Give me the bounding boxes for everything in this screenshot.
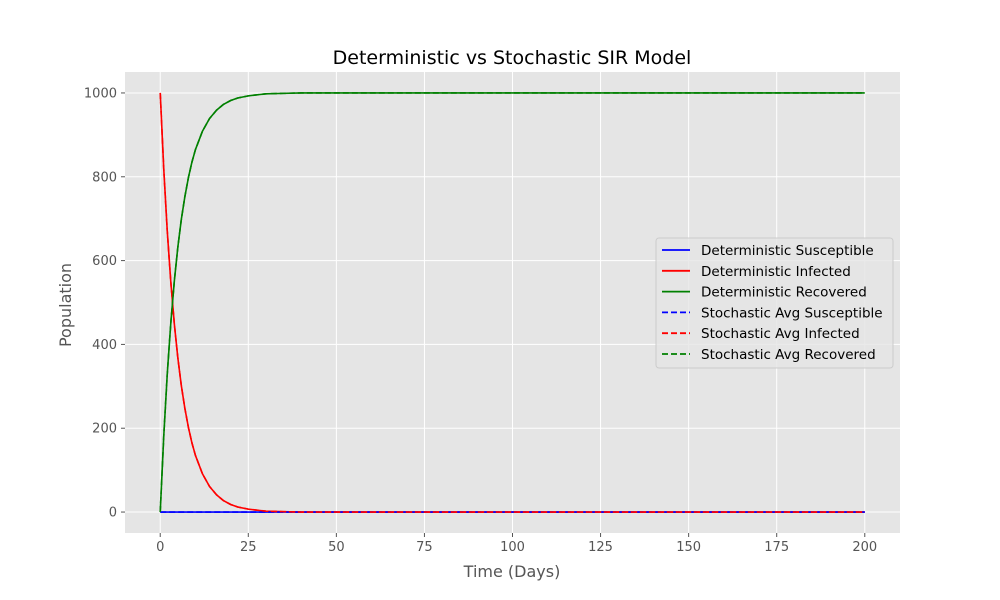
chart-title: Deterministic vs Stochastic SIR Model [333,47,692,69]
x-tick-label: 200 [852,540,877,555]
legend-frame [655,237,894,369]
x-tick-label: 0 [156,540,164,555]
y-tick-label: 1000 [84,86,117,101]
x-tick-label: 75 [416,540,433,555]
x-axis-ticks: 0 25 50 75 100 125 150 175 200 [156,533,877,555]
y-tick-label: 400 [92,338,117,353]
x-axis-label: Time (Days) [463,562,561,581]
x-tick-label: 125 [588,540,613,555]
legend-label: Stochastic Avg Recovered [701,347,876,363]
series-line-stochastic-avg-recovered [159,92,865,513]
y-tick-label: 0 [109,506,117,521]
x-tick-label: 150 [676,540,701,555]
y-axis-ticks: 0 200 400 600 800 1000 [84,86,125,521]
legend-label: Deterministic Recovered [701,285,867,301]
legend-label: Stochastic Avg Infected [701,326,860,342]
x-tick-label: 100 [500,540,525,555]
series-line-stochastic-avg-infected [159,92,865,513]
legend-label: Deterministic Susceptible [701,243,874,259]
x-tick-label: 175 [764,540,789,555]
x-tick-label: 50 [328,540,345,555]
y-axis-label: Population [56,263,75,347]
y-tick-label: 800 [92,170,117,185]
series-lines [159,92,865,513]
legend: Deterministic Susceptible Deterministic I… [655,237,894,369]
legend-label: Deterministic Infected [701,264,851,280]
y-tick-label: 200 [92,422,117,437]
legend-label: Stochastic Avg Susceptible [701,305,883,321]
x-tick-label: 25 [240,540,257,555]
y-tick-label: 600 [92,254,117,269]
